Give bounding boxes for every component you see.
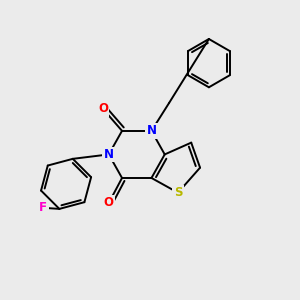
Text: N: N	[104, 148, 114, 161]
Text: S: S	[174, 186, 182, 199]
Text: F: F	[39, 201, 47, 214]
Text: O: O	[98, 102, 108, 115]
Text: O: O	[104, 196, 114, 209]
Text: N: N	[146, 124, 157, 137]
